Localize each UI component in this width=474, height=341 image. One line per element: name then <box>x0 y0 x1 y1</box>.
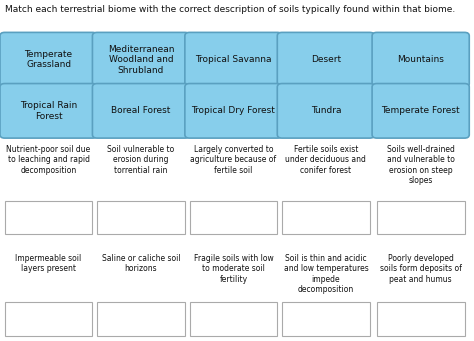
FancyBboxPatch shape <box>185 32 282 87</box>
FancyBboxPatch shape <box>377 201 465 234</box>
FancyBboxPatch shape <box>377 302 465 336</box>
Text: Largely converted to
agriculture because of
fertile soil: Largely converted to agriculture because… <box>191 145 276 175</box>
FancyBboxPatch shape <box>282 201 370 234</box>
Text: Saline or caliche soil
horizons: Saline or caliche soil horizons <box>102 254 180 273</box>
Text: Temperate Forest: Temperate Forest <box>382 106 460 115</box>
Text: Tropical Rain
Forest: Tropical Rain Forest <box>20 101 77 120</box>
FancyBboxPatch shape <box>372 32 469 87</box>
Text: Mountains: Mountains <box>397 55 444 64</box>
Text: Impermeable soil
layers present: Impermeable soil layers present <box>16 254 82 273</box>
Text: Fragile soils with low
to moderate soil
fertility: Fragile soils with low to moderate soil … <box>193 254 273 284</box>
FancyBboxPatch shape <box>282 302 370 336</box>
Text: Soil is thin and acidic
and low temperatures
impede
decomposition: Soil is thin and acidic and low temperat… <box>283 254 368 294</box>
Text: Match each terrestrial biome with the correct description of soils typically fou: Match each terrestrial biome with the co… <box>5 5 455 14</box>
FancyBboxPatch shape <box>97 302 185 336</box>
Text: Boreal Forest: Boreal Forest <box>111 106 171 115</box>
FancyBboxPatch shape <box>0 84 97 138</box>
FancyBboxPatch shape <box>190 302 277 336</box>
FancyBboxPatch shape <box>92 84 190 138</box>
Text: Tundra: Tundra <box>310 106 341 115</box>
Text: Nutrient-poor soil due
to leaching and rapid
decomposition: Nutrient-poor soil due to leaching and r… <box>7 145 91 175</box>
FancyBboxPatch shape <box>5 201 92 234</box>
Text: Soils well-drained
and vulnerable to
erosion on steep
slopes: Soils well-drained and vulnerable to ero… <box>387 145 455 185</box>
Text: Mediterranean
Woodland and
Shrubland: Mediterranean Woodland and Shrubland <box>108 45 174 75</box>
Text: Poorly developed
soils form deposits of
peat and humus: Poorly developed soils form deposits of … <box>380 254 462 284</box>
Text: Fertile soils exist
under deciduous and
conifer forest: Fertile soils exist under deciduous and … <box>285 145 366 175</box>
FancyBboxPatch shape <box>277 84 374 138</box>
FancyBboxPatch shape <box>0 32 97 87</box>
FancyBboxPatch shape <box>190 201 277 234</box>
FancyBboxPatch shape <box>97 201 185 234</box>
FancyBboxPatch shape <box>92 32 190 87</box>
Text: Tropical Savanna: Tropical Savanna <box>195 55 272 64</box>
Text: Desert: Desert <box>311 55 341 64</box>
FancyBboxPatch shape <box>5 302 92 336</box>
Text: Soil vulnerable to
erosion during
torrential rain: Soil vulnerable to erosion during torren… <box>108 145 174 175</box>
Text: Temperate
Grassland: Temperate Grassland <box>25 50 73 69</box>
FancyBboxPatch shape <box>372 84 469 138</box>
FancyBboxPatch shape <box>185 84 282 138</box>
Text: Tropical Dry Forest: Tropical Dry Forest <box>191 106 275 115</box>
FancyBboxPatch shape <box>277 32 374 87</box>
